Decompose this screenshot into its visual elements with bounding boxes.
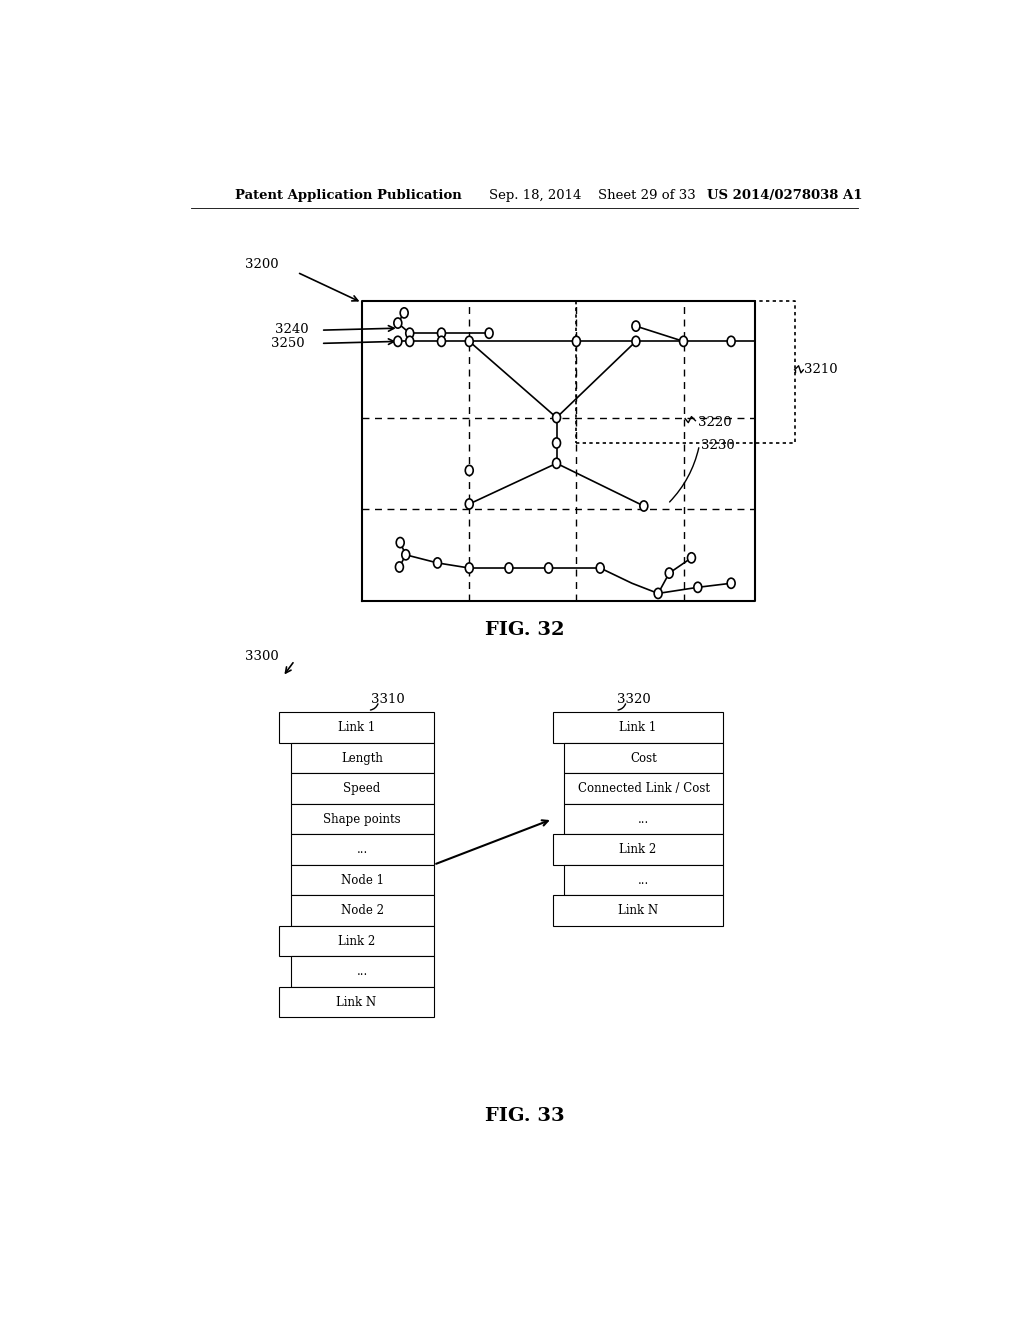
Circle shape <box>406 329 414 338</box>
Bar <box>291 743 433 774</box>
Bar <box>279 987 433 1018</box>
Text: Link 2: Link 2 <box>620 843 656 857</box>
Text: Sep. 18, 2014: Sep. 18, 2014 <box>489 189 582 202</box>
Text: Sheet 29 of 33: Sheet 29 of 33 <box>598 189 695 202</box>
Circle shape <box>394 318 401 329</box>
Circle shape <box>437 337 445 346</box>
Text: Connected Link / Cost: Connected Link / Cost <box>578 781 710 795</box>
Bar <box>564 743 723 774</box>
Circle shape <box>406 337 414 346</box>
Bar <box>291 774 433 804</box>
Bar <box>564 804 723 834</box>
Bar <box>279 925 433 956</box>
Bar <box>279 713 433 743</box>
Circle shape <box>505 562 513 573</box>
Circle shape <box>465 466 473 475</box>
Bar <box>291 834 433 865</box>
Text: Link 1: Link 1 <box>620 721 656 734</box>
Circle shape <box>572 337 581 346</box>
Bar <box>564 774 723 804</box>
Text: ...: ... <box>638 813 649 825</box>
Bar <box>564 865 723 895</box>
Circle shape <box>400 308 409 318</box>
Text: 3200: 3200 <box>246 257 280 271</box>
Text: ...: ... <box>356 843 368 857</box>
Circle shape <box>395 562 403 572</box>
Text: 3230: 3230 <box>701 438 735 451</box>
Circle shape <box>666 568 673 578</box>
Circle shape <box>437 329 445 338</box>
Text: Node 1: Node 1 <box>341 874 384 887</box>
Circle shape <box>396 537 404 548</box>
Circle shape <box>727 337 735 346</box>
Text: Shape points: Shape points <box>324 813 401 825</box>
Bar <box>291 895 433 925</box>
Text: 3300: 3300 <box>246 649 280 663</box>
Text: FIG. 33: FIG. 33 <box>485 1107 564 1125</box>
Circle shape <box>545 562 553 573</box>
Text: 3310: 3310 <box>372 693 406 706</box>
Circle shape <box>553 458 560 469</box>
Text: ...: ... <box>356 965 368 978</box>
Circle shape <box>465 499 473 510</box>
Text: Link 1: Link 1 <box>338 721 375 734</box>
Text: 3210: 3210 <box>804 363 838 376</box>
Circle shape <box>632 337 640 346</box>
Text: Cost: Cost <box>631 751 657 764</box>
Text: 3220: 3220 <box>697 416 731 429</box>
Bar <box>291 865 433 895</box>
Circle shape <box>680 337 687 346</box>
Text: 3320: 3320 <box>617 693 651 706</box>
Text: Link N: Link N <box>336 995 376 1008</box>
Text: Node 2: Node 2 <box>341 904 384 917</box>
Circle shape <box>553 438 560 447</box>
Circle shape <box>727 578 735 589</box>
Circle shape <box>640 500 648 511</box>
Circle shape <box>465 337 473 346</box>
Text: Speed: Speed <box>343 781 381 795</box>
Text: US 2014/0278038 A1: US 2014/0278038 A1 <box>708 189 863 202</box>
Bar <box>291 956 433 987</box>
Text: Link N: Link N <box>617 904 658 917</box>
Circle shape <box>694 582 701 593</box>
Circle shape <box>433 558 441 568</box>
Text: FIG. 32: FIG. 32 <box>485 620 564 639</box>
Circle shape <box>485 329 494 338</box>
Bar <box>553 713 723 743</box>
Text: ...: ... <box>638 874 649 887</box>
Circle shape <box>654 589 663 598</box>
Text: 3240: 3240 <box>274 322 308 335</box>
Circle shape <box>553 413 560 422</box>
Text: Patent Application Publication: Patent Application Publication <box>236 189 462 202</box>
Text: 3250: 3250 <box>270 337 304 350</box>
Circle shape <box>632 321 640 331</box>
Circle shape <box>465 562 473 573</box>
Circle shape <box>394 337 401 346</box>
Text: Link 2: Link 2 <box>338 935 375 948</box>
Circle shape <box>687 553 695 562</box>
Text: Length: Length <box>341 751 383 764</box>
Circle shape <box>401 549 410 560</box>
Bar <box>553 834 723 865</box>
Circle shape <box>596 562 604 573</box>
Bar <box>553 895 723 925</box>
Bar <box>291 804 433 834</box>
